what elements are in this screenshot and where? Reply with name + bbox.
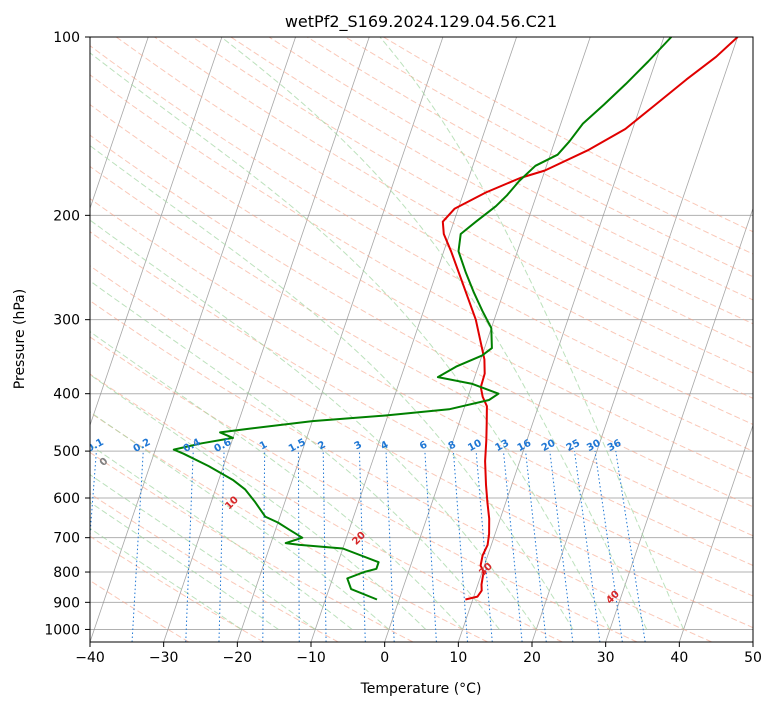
- x-tick-label: −40: [75, 650, 105, 666]
- x-tick-label: 30: [597, 650, 615, 666]
- mixing-ratio-line: [185, 451, 194, 642]
- mixing-ratio-line: [594, 451, 623, 642]
- moist-adiabat-line: [90, 444, 353, 630]
- dry-adiabat-line: [230, 37, 753, 325]
- y-tick-label: 200: [53, 208, 80, 224]
- moist-adiabat-line: [220, 37, 648, 630]
- y-tick-label: 100: [53, 30, 80, 46]
- dry-adiabat-line: [268, 37, 753, 301]
- x-axis-label: Temperature (°C): [360, 681, 482, 697]
- moist-adiabat-line: [90, 527, 242, 630]
- dry-adiabat-line: [90, 336, 638, 642]
- y-tick-label: 900: [53, 595, 80, 611]
- mixing-ratio-label: 0.1: [85, 437, 106, 455]
- isotherm-line: [457, 37, 665, 642]
- moist-adiabat-line: [90, 373, 427, 630]
- mixing-ratio-line: [475, 451, 493, 642]
- dry-adiabat-line: [116, 37, 753, 399]
- plot-frame: [89, 36, 754, 643]
- mixing-ratio-line: [90, 451, 97, 542]
- x-tick-label: 40: [670, 650, 688, 666]
- dry-adiabat-line: [192, 37, 753, 349]
- isotherm-line: [0, 37, 1, 642]
- moist-adiabat-line: [90, 474, 316, 630]
- dry-adiabat-line: [90, 535, 264, 642]
- mixing-ratio-line: [615, 451, 646, 642]
- moist-adiabat-line: [90, 52, 611, 630]
- x-tick-label: −20: [223, 650, 253, 666]
- isotherm-line: [678, 423, 753, 642]
- mixing-ratio-label: 2: [316, 439, 327, 452]
- y-tick-label: 700: [53, 531, 80, 547]
- dry-adiabat-line: [90, 165, 753, 537]
- x-tick-label: 20: [523, 650, 541, 666]
- moist-adiabat-line: [90, 219, 537, 630]
- dry-adiabat-label: 10: [223, 494, 241, 512]
- isotherm-line: [531, 37, 738, 642]
- mixing-ratio-line: [452, 451, 469, 642]
- dry-adiabat-label: 20: [350, 530, 368, 548]
- mixing-ratio-label: 6: [418, 439, 429, 452]
- isotherm-line: [90, 37, 149, 210]
- moist-adiabat-line: [379, 37, 685, 630]
- y-tick-label: 300: [53, 313, 80, 329]
- dewpoint-profile-line: [172, 37, 673, 601]
- mixing-ratio-label: 4: [379, 439, 390, 452]
- dry-adiabat-line: [306, 37, 753, 278]
- dry-adiabat-line: [90, 104, 753, 480]
- mixing-ratio-line: [549, 451, 574, 642]
- mixing-ratio-line: [262, 451, 266, 642]
- chart-title: wetPf2_S169.2024.129.04.56.C21: [285, 12, 557, 32]
- y-tick-label: 500: [53, 444, 80, 460]
- mixing-ratio-line: [574, 451, 601, 642]
- dry-adiabat-line: [90, 74, 753, 452]
- dry-adiabat-line: [90, 265, 753, 629]
- dry-adiabat-line: [90, 412, 488, 642]
- dry-adiabat-line: [90, 373, 563, 642]
- y-axis-label: Pressure (hPa): [12, 289, 28, 389]
- moist-adiabat-line: [90, 501, 279, 630]
- x-tick-label: 10: [449, 650, 467, 666]
- isotherm-line: [236, 37, 444, 642]
- dry-adiabat-line: [154, 37, 753, 374]
- isotherm-line: [310, 37, 517, 642]
- dry-adiabat-line: [90, 134, 753, 508]
- y-tick-label: 600: [53, 491, 80, 507]
- mixing-ratio-label: 1: [258, 439, 269, 452]
- isotherm-line: [752, 640, 753, 642]
- dry-adiabat-line: [90, 451, 414, 642]
- x-tick-label: 50: [744, 650, 762, 666]
- mixing-ratio-label: 1.5: [287, 437, 308, 455]
- mixing-ratio-label: 8: [447, 439, 458, 452]
- isotherm-line: [163, 37, 370, 642]
- x-tick-label: −10: [296, 650, 326, 666]
- y-tick-label: 400: [53, 387, 80, 403]
- moist-adiabat-line: [90, 280, 500, 630]
- mixing-ratio-label: 3: [353, 439, 364, 452]
- mixing-ratio-line: [358, 451, 366, 642]
- dry-adiabat-line: [90, 198, 753, 567]
- mixing-ratio-label: 0.6: [212, 437, 233, 455]
- x-tick-label: 0: [380, 650, 389, 666]
- dry-adiabat-line: [90, 300, 712, 642]
- mixing-ratio-line: [385, 451, 395, 642]
- dry-adiabat-line: [90, 231, 753, 597]
- moist-adiabat-line: [90, 411, 390, 630]
- x-tick-label: −30: [149, 650, 179, 666]
- y-tick-label: 1000: [44, 622, 80, 638]
- mixing-ratio-line: [525, 451, 547, 642]
- isotherm-line: [605, 207, 753, 642]
- mixing-ratio-label: 0.4: [182, 437, 203, 455]
- isotherm-line: [384, 37, 591, 642]
- y-tick-label: 800: [53, 565, 80, 581]
- dry-adiabat-label: 40: [604, 589, 622, 607]
- mixing-ratio-line: [218, 451, 225, 642]
- moist-adiabat-line: [90, 145, 574, 630]
- dry-adiabat-line: [90, 493, 339, 642]
- isotherm-line: [90, 37, 223, 427]
- isotherm-line: [90, 37, 296, 642]
- plot-area: 0.10.20.40.611.52346810131620253036-100-…: [0, 37, 753, 642]
